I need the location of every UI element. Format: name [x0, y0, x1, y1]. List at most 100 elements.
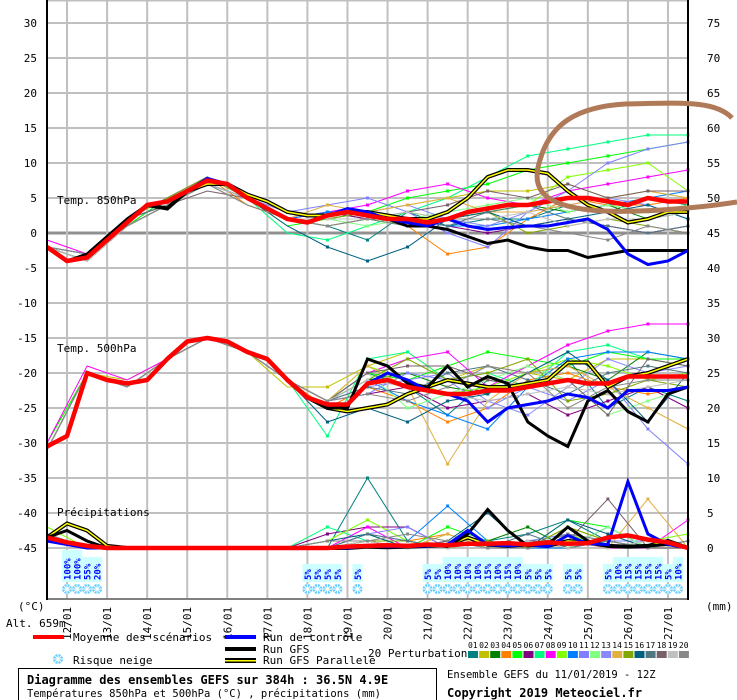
- snow-risk-bg: [672, 557, 683, 582]
- day-label: 14/01: [141, 607, 154, 640]
- perturbation-key-swatch: [512, 651, 523, 658]
- snow-risk-label: 100%: [74, 558, 84, 580]
- perturbation-key-number: 08: [546, 641, 556, 650]
- snowflake-arms: [82, 584, 93, 594]
- perturbation-17-t850-point: [486, 210, 490, 214]
- right-tick-label: 20: [707, 402, 720, 415]
- control-t850-line: [46, 176, 689, 267]
- right-tick-label: 75: [707, 17, 720, 30]
- perturbation-key-swatch: [590, 651, 601, 658]
- perturbation-17-precip-point: [406, 539, 410, 543]
- perturbation-05-t850-point: [406, 196, 410, 200]
- perturbation-18-t500-point: [646, 357, 650, 361]
- snowflake-arms: [502, 584, 513, 594]
- right-tick-label: 65: [707, 87, 720, 100]
- perturbation-16-t850-point: [406, 245, 410, 249]
- snowflake-icon: [512, 584, 523, 594]
- left-tick-label: 20: [24, 87, 37, 100]
- snowflake-icon: [352, 584, 363, 594]
- perturbation-15-precip-point: [486, 539, 490, 543]
- day-label: 17/01: [261, 607, 274, 640]
- snow-risk-label: 5%: [604, 569, 614, 580]
- perturbation-10-precip-point: [446, 504, 450, 508]
- perturbation-08-t850-point: [606, 182, 610, 186]
- perturbation-12-t500-point: [406, 406, 410, 410]
- perturbation-14-t850-point: [446, 196, 450, 200]
- perturbation-07-t850-point: [646, 133, 650, 137]
- perturbation-18-t850-point: [526, 196, 530, 200]
- snowflake-arms: [62, 584, 73, 594]
- perturbation-04-t500-point: [566, 371, 570, 375]
- snowflake-arms: [352, 584, 363, 594]
- snowflake-arms: [472, 584, 483, 594]
- perturbation-15-t500-point: [406, 357, 410, 361]
- snowflake-arms: [432, 584, 443, 594]
- perturbation-10-t850-point: [325, 210, 329, 214]
- perturbation-20-t850-point: [566, 231, 570, 235]
- perturbation-10-t500-point: [566, 357, 570, 361]
- snowflake-icon: [662, 584, 673, 594]
- perturbation-04-t850-point: [446, 252, 450, 256]
- perturbation-20-t850-point: [606, 238, 610, 242]
- snowflake-icon: [532, 584, 543, 594]
- perturbation-11-precip-point: [406, 525, 410, 529]
- perturbation-17-t500-point: [646, 364, 650, 368]
- snowflake-icon: [332, 584, 343, 594]
- snowflake-icon: [92, 584, 103, 594]
- snowflake-arms: [302, 584, 313, 594]
- perturbation-07-t850-point: [566, 147, 570, 151]
- snowflake-icon: [462, 584, 473, 594]
- perturbation-14-precip-point: [446, 532, 450, 536]
- left-tick-label: 30: [24, 17, 37, 30]
- perturbation-14-t500-point: [446, 462, 450, 466]
- snow-risk-bg: [452, 557, 463, 582]
- perturbation-17-t850-point: [446, 224, 450, 228]
- perturbation-key-number: 10: [568, 641, 578, 650]
- perturbation-16-precip-point: [486, 511, 490, 515]
- day-label: 26/01: [622, 607, 635, 640]
- perturbation-12-t850-point: [606, 203, 610, 207]
- snow-risk-label: 5%: [354, 569, 364, 580]
- perturbation-19-t850-point: [606, 217, 610, 221]
- snow-risk-label: 15%: [654, 563, 664, 580]
- legend-mean-swatch: [33, 635, 64, 639]
- perturbation-10-t500-point: [646, 350, 650, 354]
- perturbation-19-t850-point: [526, 210, 530, 214]
- snow-risk-bg: [462, 557, 473, 582]
- perturbation-14-t500-point: [366, 364, 369, 368]
- perturbation-08-t850-point: [646, 175, 650, 179]
- perturbation-16-t500-point: [606, 378, 610, 382]
- perturbation-20-t500-point: [366, 392, 369, 396]
- snow-risk-bg: [572, 564, 583, 582]
- perturbation-key-swatch: [534, 651, 545, 658]
- perturbation-key-number: 13: [601, 641, 611, 650]
- snow-risk-bg: [542, 564, 553, 582]
- perturbation-20-t500-point: [646, 378, 650, 382]
- perturbation-20-t850-point: [486, 217, 490, 221]
- perturbation-11-t850-point: [366, 196, 369, 200]
- day-label: 20/01: [382, 607, 395, 640]
- perturbation-19-t500-point: [566, 385, 570, 389]
- perturbation-19-t500-point: [366, 378, 369, 382]
- snow-risk-label: 5%: [524, 569, 534, 580]
- snowflake-icon: [442, 584, 453, 594]
- snowflake-arms: [532, 584, 543, 594]
- snowflake-arms: [492, 584, 503, 594]
- perturbation-08-precip-point: [366, 525, 369, 529]
- perturbation-10-t500-point: [606, 350, 610, 354]
- perturbation-11-t850-line: [46, 141, 689, 262]
- main-run-lines: [45, 168, 689, 551]
- snowflake-icon: [602, 584, 613, 594]
- left-tick-label: 25: [24, 52, 37, 65]
- perturbation-key-swatch: [667, 651, 678, 658]
- snowflake-arms: [562, 584, 573, 594]
- snow-risk-bg: [432, 564, 443, 582]
- left-tick-label: -45: [17, 542, 37, 555]
- perturbation-03-precip-point: [526, 525, 530, 529]
- perturbation-10-t500-point: [446, 413, 450, 417]
- perturbation-09-precip-point: [366, 518, 369, 522]
- perturbation-20-precip-point: [486, 546, 490, 550]
- perturbation-16-t850-point: [366, 259, 369, 263]
- perturbation-01-precip-point: [366, 476, 369, 480]
- day-label: 21/01: [422, 607, 435, 640]
